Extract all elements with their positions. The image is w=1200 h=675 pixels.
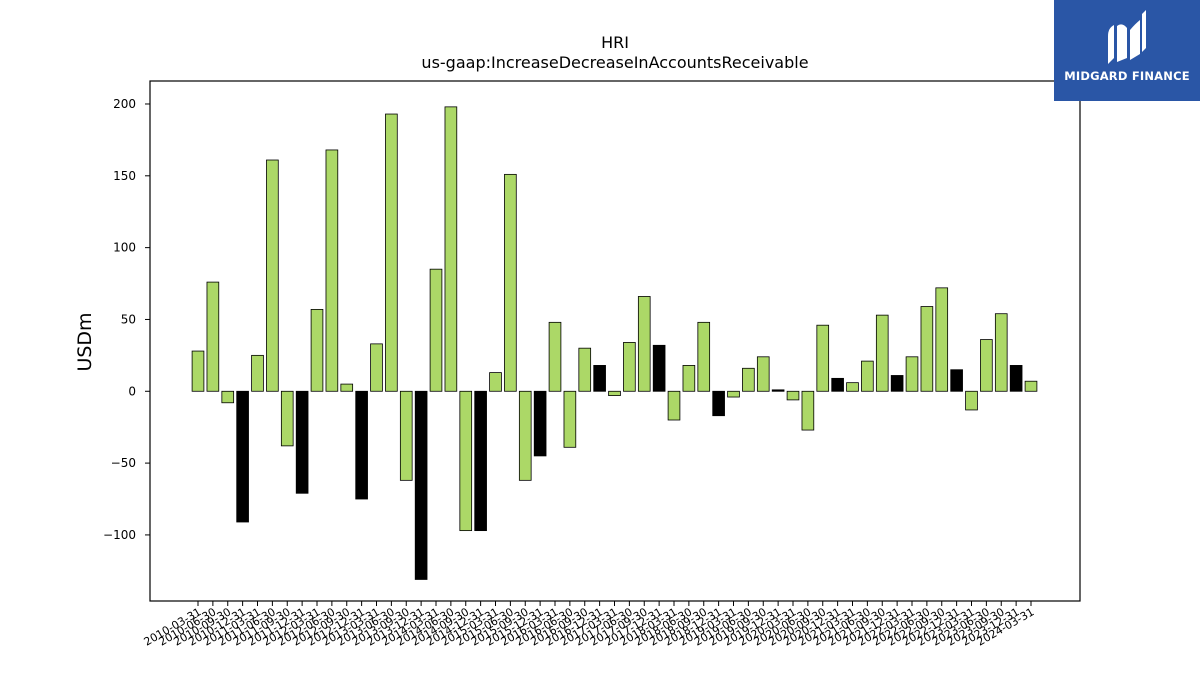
bar xyxy=(504,173,517,392)
bar xyxy=(786,390,800,401)
bar xyxy=(637,296,651,392)
bar xyxy=(310,308,324,392)
bar xyxy=(994,313,1008,392)
bar xyxy=(742,367,755,392)
bar xyxy=(251,354,264,392)
bar xyxy=(206,281,220,392)
y-tick-label: 200 xyxy=(113,97,136,111)
bar xyxy=(370,343,383,392)
plot-frame xyxy=(149,80,1081,602)
bar xyxy=(533,390,547,457)
y-axis-label: USDm xyxy=(74,312,96,371)
bar xyxy=(652,344,666,392)
chart-subtitle: us-gaap:IncreaseDecreaseInAccountsReceiv… xyxy=(421,53,808,72)
brand-logo: MIDGARD FINANCE xyxy=(1054,0,1200,101)
chart-title: HRI xyxy=(601,33,629,52)
x-axis-ticks: 2010-03-312010-06-302010-09-302010-12-31… xyxy=(142,601,1037,649)
bar xyxy=(236,390,249,523)
y-axis-ticks: −100 −50 0 50 100 150 200 xyxy=(103,97,150,542)
bar xyxy=(608,390,621,396)
bar xyxy=(1024,380,1038,392)
bar xyxy=(399,390,413,481)
bar xyxy=(920,306,934,392)
bar xyxy=(980,339,993,392)
bar-series xyxy=(191,106,1038,580)
bar xyxy=(385,113,398,392)
y-tick-label: 0 xyxy=(128,384,136,398)
bar xyxy=(593,365,606,392)
y-tick-label: 50 xyxy=(121,312,136,326)
bar xyxy=(548,321,562,392)
y-tick-label: 150 xyxy=(113,169,136,183)
bar xyxy=(459,390,473,532)
mf-monogram-icon xyxy=(1108,10,1146,64)
bar xyxy=(875,314,889,392)
bar xyxy=(935,287,949,392)
bar xyxy=(623,342,636,392)
bar xyxy=(355,390,368,500)
bar xyxy=(816,324,830,392)
bar xyxy=(489,372,502,392)
bar xyxy=(697,321,711,392)
bar xyxy=(890,375,904,392)
bar xyxy=(831,377,844,392)
bar xyxy=(325,149,339,392)
bar xyxy=(295,390,309,494)
bar xyxy=(905,356,919,392)
bar xyxy=(801,390,815,431)
bar xyxy=(667,390,681,421)
bar xyxy=(518,390,532,481)
bar xyxy=(682,365,696,392)
bar xyxy=(444,106,458,392)
bar xyxy=(756,356,770,392)
bar xyxy=(191,350,205,392)
bar xyxy=(266,159,279,392)
bar xyxy=(474,390,487,532)
brand-name: MIDGARD FINANCE xyxy=(1064,69,1190,83)
bar xyxy=(727,390,740,398)
bar xyxy=(280,390,294,447)
bar xyxy=(414,390,428,580)
bar xyxy=(846,382,859,392)
bar xyxy=(429,268,443,392)
bar xyxy=(221,390,235,404)
bar xyxy=(563,390,577,448)
bar xyxy=(861,360,874,392)
bar xyxy=(950,369,963,392)
bar xyxy=(340,383,354,392)
bar xyxy=(578,347,592,392)
bar xyxy=(965,390,978,411)
bar xyxy=(712,390,725,417)
y-tick-label: −100 xyxy=(103,528,136,542)
bar xyxy=(1009,365,1023,392)
y-tick-label: 100 xyxy=(113,241,136,255)
y-tick-label: −50 xyxy=(111,456,136,470)
bar xyxy=(771,389,785,392)
